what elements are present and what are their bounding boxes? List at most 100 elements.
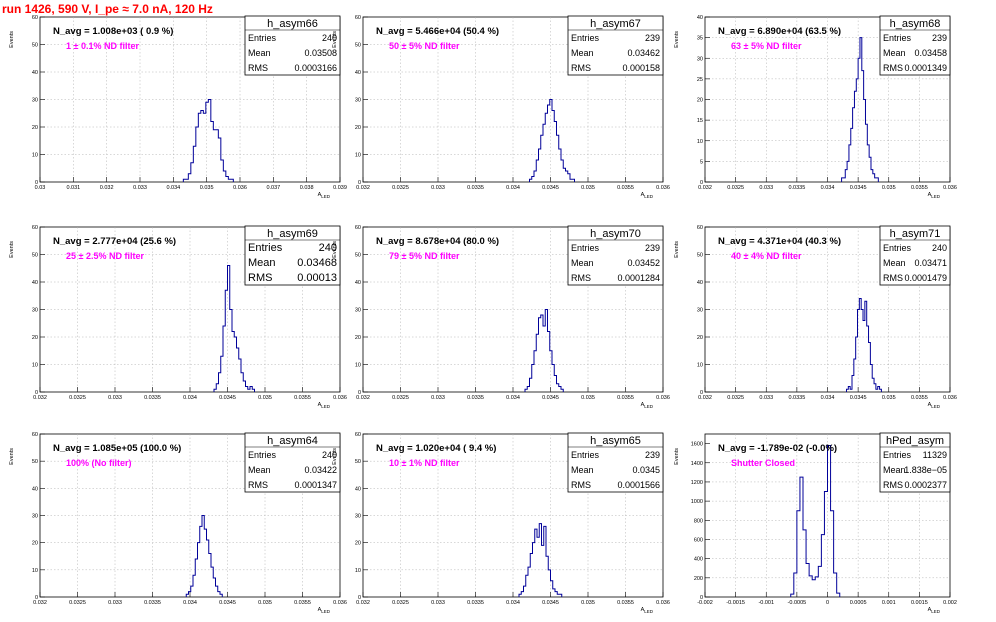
x-axis-label: ALED xyxy=(928,402,941,409)
x-tick-label: 0.0345 xyxy=(542,395,559,401)
filter-label: 10 ± 1% ND filter xyxy=(389,458,460,468)
x-tick-label: 0.0325 xyxy=(727,395,744,401)
stats-value: 239 xyxy=(932,33,947,43)
y-tick-label: 0 xyxy=(35,595,38,601)
stats-value: 0.03508 xyxy=(304,48,337,58)
y-tick-label: 1200 xyxy=(691,480,703,486)
x-tick-label: 0.0335 xyxy=(144,600,161,606)
stats-value: 0.0001566 xyxy=(617,480,660,490)
x-tick-label: 0.033 xyxy=(133,185,147,191)
x-tick-label: -0.001 xyxy=(758,600,774,606)
stats-title: hPed_asym xyxy=(886,435,944,447)
x-tick-label: 0.035 xyxy=(581,395,595,401)
x-tick-label: 0.0355 xyxy=(617,395,634,401)
x-tick-label: -0.002 xyxy=(697,600,713,606)
y-tick-label: 1600 xyxy=(691,442,703,448)
x-tick-label: 0.036 xyxy=(943,185,957,191)
x-tick-label: 0.0015 xyxy=(911,600,928,606)
stats-value: 0.03458 xyxy=(914,48,947,58)
stats-value: 0.0003166 xyxy=(294,63,337,73)
stats-title: h_asym67 xyxy=(590,18,641,30)
y-tick-label: 60 xyxy=(355,432,361,438)
x-tick-label: 0.0335 xyxy=(467,600,484,606)
x-tick-label: 0.034 xyxy=(506,600,520,606)
y-tick-label: 60 xyxy=(355,225,361,231)
x-tick-label: 0.033 xyxy=(431,395,445,401)
x-tick-label: 0.036 xyxy=(333,600,347,606)
histogram-panel-h_asym70: 0.032 0.0325 0.033 0.0335 0.034 0.0345 0.035 0.… xyxy=(332,225,670,409)
x-tick-label: 0.0325 xyxy=(727,185,744,191)
y-tick-label: 10 xyxy=(355,568,361,574)
stats-title: h_asym65 xyxy=(590,435,641,447)
y-tick-label: 0 xyxy=(700,390,703,396)
x-axis-label: ALED xyxy=(928,192,941,199)
stats-key: RMS xyxy=(248,480,268,490)
histogram-panel-h_asym67: 0.032 0.0325 0.033 0.0335 0.034 0.0345 0.035 0.… xyxy=(332,15,670,199)
stats-key: RMS xyxy=(571,480,591,490)
stats-title: h_asym66 xyxy=(267,18,318,30)
x-tick-label: 0.0345 xyxy=(219,395,236,401)
stats-box xyxy=(879,432,951,493)
stats-value: 11329 xyxy=(923,450,947,460)
x-tick-label: 0.0345 xyxy=(850,185,867,191)
x-tick-label: 0.0325 xyxy=(392,185,409,191)
histogram-line xyxy=(529,99,575,182)
histogram-panel-h_asym65: 0.032 0.0325 0.033 0.0335 0.034 0.0345 0.035 0.… xyxy=(332,432,670,614)
stats-value: 240 xyxy=(322,450,337,460)
navg-label: N_avg = -1.789e-02 (-0.0%) xyxy=(718,443,837,454)
histogram-panel-h_asym69: 0.032 0.0325 0.033 0.0335 0.034 0.0345 0.035 0.… xyxy=(9,225,347,409)
y-tick-label: 0 xyxy=(35,390,38,396)
y-tick-label: 60 xyxy=(697,225,703,231)
x-axis-label: ALED xyxy=(318,192,331,199)
navg-label: N_avg = 1.020e+04 ( 9.4 %) xyxy=(376,443,496,454)
filter-label: 100% (No filter) xyxy=(66,458,132,468)
y-tick-label: 0 xyxy=(700,180,703,186)
x-tick-label: 0.034 xyxy=(183,395,197,401)
x-tick-label: 0.033 xyxy=(108,395,122,401)
y-tick-label: 50 xyxy=(355,459,361,465)
x-tick-label: 0.036 xyxy=(333,395,347,401)
y-tick-label: 0 xyxy=(700,595,703,601)
x-tick-label: 0.0325 xyxy=(392,600,409,606)
x-tick-label: 0.03 xyxy=(35,185,46,191)
x-tick-label: 0.0355 xyxy=(911,395,928,401)
stats-title: h_asym70 xyxy=(590,228,641,240)
x-tick-label: 0.0325 xyxy=(69,600,86,606)
y-tick-label: 50 xyxy=(32,253,38,259)
y-tick-label: 10 xyxy=(697,139,703,145)
x-tick-label: 0.0335 xyxy=(788,395,805,401)
y-tick-label: 0 xyxy=(358,180,361,186)
stats-value: 0.0001347 xyxy=(294,480,337,490)
x-tick-label: 0.034 xyxy=(183,600,197,606)
y-tick-label: 30 xyxy=(355,98,361,104)
stats-key: RMS xyxy=(883,273,903,283)
x-tick-label: 0.0335 xyxy=(467,185,484,191)
y-tick-label: 5 xyxy=(700,159,703,165)
stats-value: 240 xyxy=(932,243,947,253)
stats-key: Entries xyxy=(248,450,277,460)
stats-key: Entries xyxy=(571,243,600,253)
x-tick-label: -0.0015 xyxy=(726,600,745,606)
histogram-line xyxy=(790,445,841,597)
filter-label: Shutter Closed xyxy=(731,458,795,468)
x-tick-label: 0.0345 xyxy=(219,600,236,606)
stats-value: 0.0001349 xyxy=(904,63,947,73)
x-tick-label: 0.002 xyxy=(943,600,957,606)
stats-key: RMS xyxy=(571,63,591,73)
x-tick-label: 0.035 xyxy=(200,185,214,191)
x-tick-label: 0.001 xyxy=(882,600,896,606)
x-axis-label: ALED xyxy=(641,192,654,199)
stats-key: RMS xyxy=(883,63,903,73)
y-tick-label: 0 xyxy=(35,180,38,186)
y-tick-label: 15 xyxy=(697,118,703,124)
y-tick-label: 40 xyxy=(32,486,38,492)
stats-value: 0.000158 xyxy=(622,63,660,73)
histogram-line xyxy=(845,298,882,392)
y-tick-label: 60 xyxy=(32,15,38,21)
stats-key: RMS xyxy=(248,63,268,73)
stats-key: Entries xyxy=(883,450,912,460)
stats-value: 0.0002377 xyxy=(904,480,947,490)
stats-box xyxy=(567,15,664,76)
navg-label: N_avg = 4.371e+04 (40.3 %) xyxy=(718,236,841,247)
stats-key: RMS xyxy=(248,272,272,284)
